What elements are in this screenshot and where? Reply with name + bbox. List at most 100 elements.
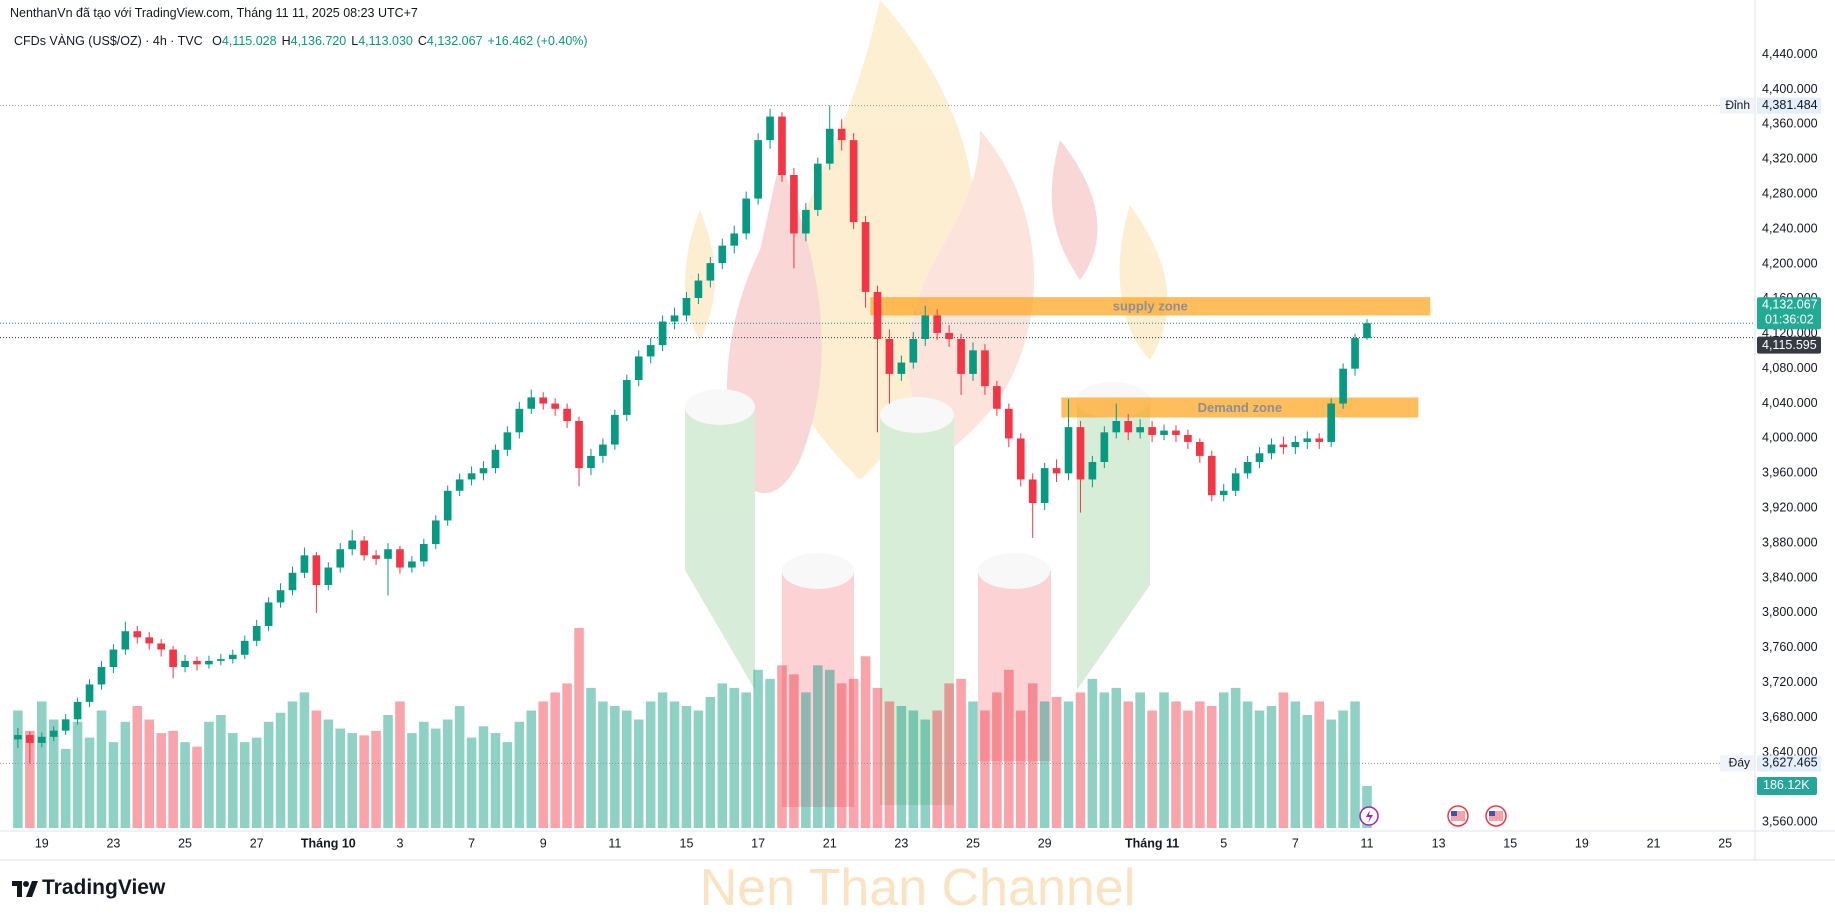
- volume-bar: [323, 719, 334, 828]
- candle-body: [1196, 441, 1204, 456]
- candle-body: [1315, 438, 1324, 442]
- volume-bar: [1135, 692, 1145, 828]
- volume-bar: [860, 656, 871, 828]
- candle-body: [1040, 468, 1049, 503]
- flag-icon: [1451, 811, 1457, 816]
- candle-body: [778, 116, 786, 175]
- y-tick-label: 3,720.000: [1762, 675, 1818, 689]
- candle-body: [1064, 427, 1073, 474]
- volume-bar: [466, 737, 477, 828]
- candle-body: [646, 345, 655, 357]
- volume-bar: [610, 705, 620, 828]
- candle-body: [491, 449, 500, 469]
- y-tick-label: 4,080.000: [1762, 361, 1818, 375]
- volume-bar: [72, 721, 83, 828]
- cylinder: [782, 571, 854, 807]
- candle-body: [837, 128, 846, 141]
- x-tick-label: 11: [608, 836, 621, 850]
- candle-body: [181, 660, 189, 667]
- candle-body: [849, 140, 858, 223]
- cylinder-top: [978, 553, 1050, 589]
- y-tick-label: 4,120.000: [1762, 326, 1818, 340]
- volume-bar: [884, 701, 895, 828]
- volume-bar: [717, 683, 728, 828]
- volume-bar: [1242, 701, 1253, 828]
- brand[interactable]: TradingView: [12, 876, 165, 900]
- level-value-box: [1757, 755, 1821, 772]
- volume-bar: [359, 735, 369, 828]
- candle-body: [730, 233, 739, 246]
- volume-bar: [1099, 692, 1110, 828]
- candle-body: [1052, 468, 1061, 474]
- y-tick-label: 4,400.000: [1762, 82, 1818, 96]
- ohlc-value: 4,136.720: [290, 34, 347, 48]
- flame: [908, 130, 1034, 460]
- cylinder-top: [782, 553, 854, 589]
- candle-body: [611, 414, 619, 445]
- volume-bar: [1039, 701, 1050, 828]
- volume-bar: [538, 701, 548, 828]
- volume-bar: [1207, 705, 1217, 828]
- candle-body: [993, 386, 1001, 409]
- volume-bar: [562, 683, 572, 828]
- volume-bar: [156, 733, 166, 828]
- volume-bar: [681, 705, 692, 828]
- candle-body: [1172, 430, 1180, 435]
- candle-body: [1279, 444, 1288, 448]
- volume-bar: [1075, 692, 1086, 828]
- x-tick-label: 11: [1360, 836, 1373, 850]
- y-tick-label: 3,640.000: [1762, 745, 1818, 759]
- candle-body: [599, 444, 607, 456]
- y-tick-label: 3,840.000: [1762, 570, 1818, 584]
- volume-bar: [574, 628, 584, 828]
- volume-bar: [956, 678, 966, 828]
- candle-body: [825, 128, 834, 164]
- candle-body: [264, 602, 273, 626]
- zone-label: Demand zone: [1198, 400, 1283, 415]
- volume-bar: [299, 692, 310, 828]
- volume-bar: [836, 683, 847, 828]
- volume-bar: [490, 733, 501, 828]
- candle-body: [312, 555, 321, 585]
- candle-body: [873, 291, 882, 339]
- candle-body: [551, 403, 559, 409]
- flag-icon: [1489, 811, 1495, 816]
- candle-body: [455, 479, 464, 491]
- volume-bar: [801, 692, 811, 828]
- candle-body: [885, 339, 894, 374]
- candle-body: [61, 719, 70, 731]
- volume-bar: [789, 674, 799, 828]
- level-value: 3,627.465: [1762, 756, 1818, 770]
- y-tick-label: 4,360.000: [1762, 117, 1818, 131]
- y-tick-label: 4,200.000: [1762, 256, 1818, 270]
- y-tick-label: 4,320.000: [1762, 152, 1818, 166]
- volume-bar: [371, 730, 381, 828]
- candle-body: [1243, 462, 1252, 474]
- cylinder: [880, 415, 954, 805]
- y-tick-label: 3,960.000: [1762, 466, 1818, 480]
- candle-body: [1160, 430, 1168, 435]
- candle-body: [813, 163, 822, 210]
- ohlc-value: 4,113.030: [358, 34, 413, 48]
- x-tick-label: 15: [1503, 836, 1517, 850]
- candle-body: [897, 362, 906, 374]
- volume-bar: [395, 701, 405, 828]
- volume-bar: [478, 726, 489, 828]
- cylinder: [685, 407, 755, 690]
- candle-body: [26, 735, 34, 743]
- watermark: Nen Than Channel: [699, 859, 1136, 917]
- candle-body: [861, 222, 870, 292]
- volume-bar: [1111, 687, 1122, 828]
- x-tick-label: Tháng 10: [301, 836, 356, 850]
- candle-body: [420, 544, 428, 562]
- candle-body: [467, 473, 476, 480]
- volume-bar: [419, 721, 429, 828]
- volume-bar: [1230, 687, 1241, 828]
- volume-bar: [1218, 692, 1229, 828]
- ohlc-value: 4,115.028: [221, 34, 277, 48]
- x-tick-label: 23: [106, 836, 120, 850]
- zone: [870, 297, 1431, 316]
- level-name-box: [1720, 97, 1754, 114]
